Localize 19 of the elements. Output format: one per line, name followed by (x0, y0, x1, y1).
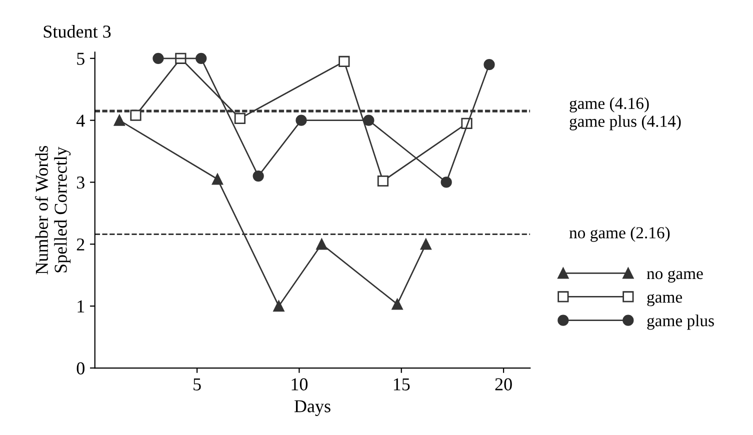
ref-line-label: no game (2.16) (569, 226, 670, 242)
x-tick-label: 20 (495, 378, 512, 390)
y-tick-label: 5 (77, 52, 84, 65)
x-axis-title: Days (294, 400, 330, 416)
y-tick-label: 1 (78, 300, 84, 312)
legend-label: game plus (647, 314, 714, 330)
chart-title: Student 3 (44, 25, 111, 38)
ref-line-label: game plus (4.14) (570, 115, 681, 130)
legend-label: game (647, 294, 682, 306)
legend-label: no game (646, 270, 703, 283)
x-tick-label: 10 (292, 378, 308, 390)
y-tick-label: 2 (76, 238, 84, 250)
y-tick-label: 0 (76, 362, 84, 374)
x-tick-label: 15 (394, 378, 410, 390)
y-tick-label: 4 (76, 114, 85, 127)
y-axis-title: Number of Words Spelled Correctly (35, 146, 71, 274)
x-tick-label: 5 (194, 378, 201, 390)
ref-line-label: game (4.16) (570, 97, 649, 112)
y-tick-label: 3 (76, 176, 84, 189)
